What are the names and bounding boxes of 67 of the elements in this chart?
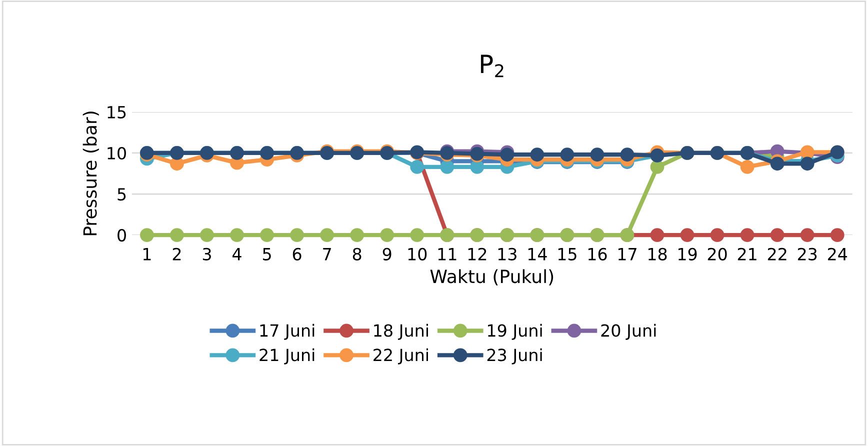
x-tick-label: 18: [648, 248, 667, 260]
point: [410, 160, 424, 174]
legend-label: 19 Juni: [488, 324, 542, 340]
point: [380, 228, 394, 242]
x-tick-label: 3: [202, 248, 211, 260]
point: [560, 148, 574, 162]
legend-label: 21 Juni: [260, 348, 314, 364]
point: [200, 228, 214, 242]
x-tick-label: 19: [678, 248, 697, 260]
point: [350, 228, 364, 242]
y-tick-label: 0: [118, 229, 126, 242]
point: [500, 148, 514, 162]
y-tick-label: 10: [108, 146, 126, 160]
point: [740, 228, 754, 242]
x-tick-label: 23: [798, 248, 817, 260]
x-tick-label: 11: [438, 248, 456, 260]
legend-label: 22 Juni: [374, 348, 428, 364]
legend-label: 17 Juni: [260, 324, 314, 340]
x-axis-title: Waktu (Pukul): [430, 269, 554, 286]
legend-label: 18 Juni: [374, 324, 428, 340]
x-tick-label: 1: [143, 248, 151, 260]
x-tick-label: 5: [263, 248, 271, 260]
point: [410, 228, 424, 242]
point: [230, 228, 244, 242]
point: [140, 228, 154, 242]
x-tick-label: 21: [738, 248, 756, 260]
x-tick-label: 15: [558, 248, 576, 260]
x-tick-label: 6: [292, 248, 302, 260]
point: [650, 228, 664, 242]
point: [620, 148, 634, 162]
point: [590, 148, 604, 162]
x-tick-label: 9: [382, 248, 392, 260]
x-tick-label: 22: [768, 248, 786, 260]
point: [710, 228, 724, 242]
x-tick-label: 17: [618, 248, 636, 260]
x-tick-label: 12: [468, 248, 486, 260]
point: [740, 160, 754, 174]
point: [830, 228, 844, 242]
x-tick-label: 7: [323, 248, 331, 260]
x-tick-label: 2: [172, 248, 181, 260]
legend-label: 23 Juni: [487, 348, 542, 364]
point: [800, 156, 814, 171]
legend-label: 20 Juni: [601, 324, 656, 340]
point: [290, 228, 304, 242]
point: [800, 228, 814, 242]
x-tick-label: 24: [828, 248, 848, 260]
x-tick-label: 13: [498, 248, 516, 260]
x-tick-label: 8: [352, 248, 362, 260]
point: [770, 156, 784, 171]
x-tick-label: 14: [528, 248, 547, 260]
x-tick-label: 10: [408, 248, 427, 260]
y-axis-title: Pressure (bar): [82, 112, 99, 236]
y-tick-label: 15: [108, 106, 126, 119]
x-tick-label: 20: [708, 248, 727, 260]
chart-title: P$_{2}$: [480, 54, 504, 78]
point: [260, 228, 274, 242]
point: [320, 228, 334, 242]
point: [440, 160, 454, 174]
y-tick-label: 5: [118, 188, 126, 201]
point: [470, 160, 484, 174]
point: [650, 160, 664, 174]
x-tick-label: 16: [588, 248, 607, 260]
x-tick-label: 4: [232, 248, 242, 260]
point: [770, 228, 784, 242]
point: [530, 148, 544, 162]
point: [170, 228, 184, 242]
point: [680, 228, 694, 242]
